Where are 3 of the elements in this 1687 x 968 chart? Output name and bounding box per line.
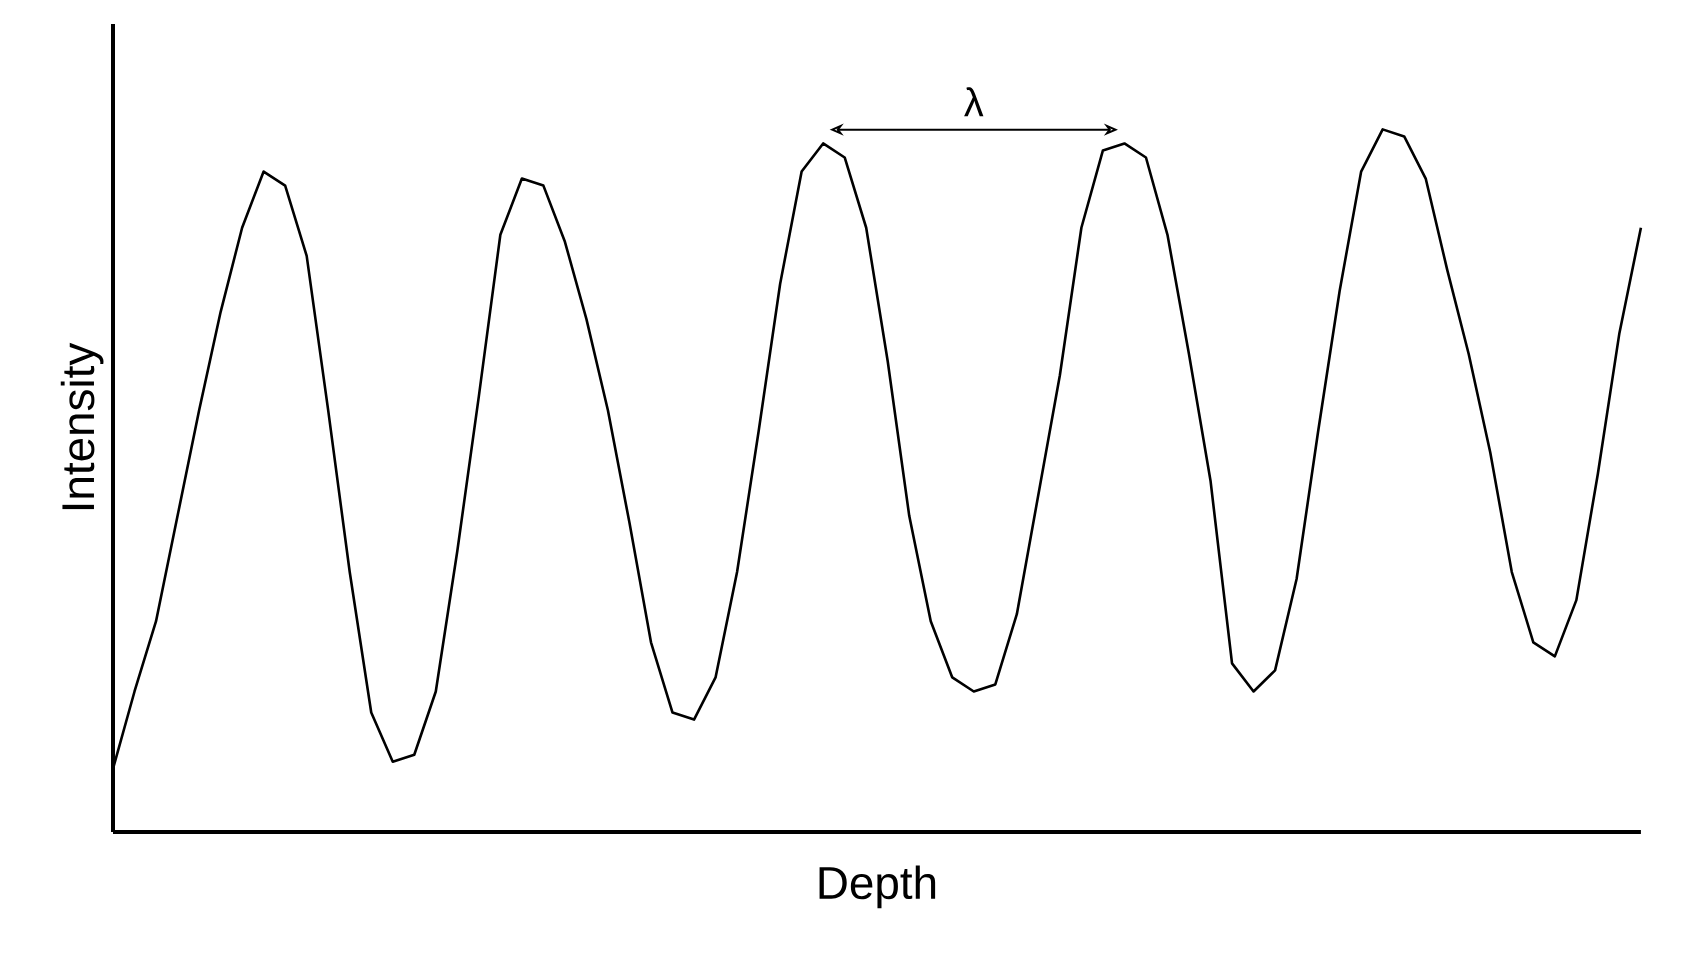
text: λ: [964, 87, 984, 117]
y-axis-title: Intensity: [60, 342, 104, 510]
x-axis-title: Depth: [819, 865, 936, 909]
